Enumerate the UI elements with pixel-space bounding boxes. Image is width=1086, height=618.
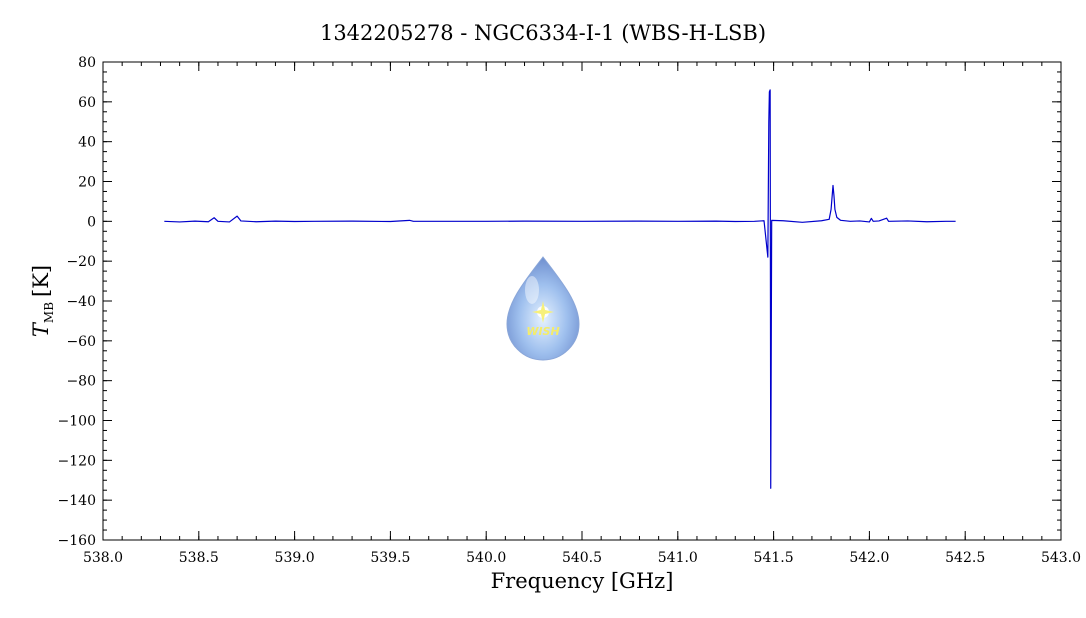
series-layer bbox=[164, 89, 956, 489]
x-tick-label: 543.0 bbox=[1041, 550, 1081, 566]
y-tick-label: −80 bbox=[66, 374, 96, 390]
y-tick-label: 80 bbox=[78, 55, 96, 71]
x-tick-label: 541.0 bbox=[658, 550, 698, 566]
x-tick-label: 539.5 bbox=[370, 550, 410, 566]
x-axis-ticks bbox=[102, 62, 1062, 540]
y-tick-label: 40 bbox=[78, 135, 96, 151]
y-axis-tick-labels: 80 60 40 20 0 −20 −40 −60 −80 −100 −120 −140 −160 bbox=[58, 55, 96, 549]
y-axis-label-sub: MB bbox=[42, 302, 56, 323]
x-tick-label: 538.5 bbox=[179, 550, 219, 566]
wish-logo-text: WISH bbox=[526, 325, 559, 338]
y-axis-label-unit: [K] bbox=[29, 265, 53, 297]
x-tick-label: 540.0 bbox=[466, 550, 506, 566]
y-tick-label: −20 bbox=[66, 254, 96, 270]
x-axis-label: Frequency [GHz] bbox=[491, 569, 674, 593]
y-tick-label: −140 bbox=[58, 493, 96, 509]
y-axis-label-main: T bbox=[29, 321, 53, 337]
wish-logo-watermark: WISH bbox=[506, 256, 580, 361]
y-axis-label: TMB [K] bbox=[29, 265, 56, 337]
y-tick-label: −40 bbox=[66, 294, 96, 310]
x-tick-label: 539.0 bbox=[275, 550, 315, 566]
plot-frame bbox=[102, 61, 1062, 541]
x-tick-label: 542.0 bbox=[849, 550, 889, 566]
x-axis-tick-labels: 538.0 538.5 539.0 539.5 540.0 540.5 541.0 541.5… bbox=[83, 550, 1081, 566]
chart-title: 1342205278 - NGC6334-I-1 (WBS-H-LSB) bbox=[320, 21, 766, 45]
y-tick-label: 20 bbox=[78, 175, 96, 191]
x-tick-label: 542.5 bbox=[945, 550, 985, 566]
y-tick-label: −120 bbox=[58, 453, 96, 469]
y-tick-label: −100 bbox=[58, 414, 96, 430]
y-tick-label: 0 bbox=[87, 214, 96, 230]
y-axis-ticks bbox=[103, 61, 1061, 541]
spectrum-line bbox=[164, 89, 956, 489]
x-tick-label: 538.0 bbox=[83, 550, 123, 566]
y-tick-label: 60 bbox=[78, 95, 96, 111]
y-tick-label: −160 bbox=[58, 533, 96, 549]
y-tick-label: −60 bbox=[66, 334, 96, 350]
x-tick-label: 540.5 bbox=[562, 550, 602, 566]
x-tick-label: 541.5 bbox=[754, 550, 794, 566]
